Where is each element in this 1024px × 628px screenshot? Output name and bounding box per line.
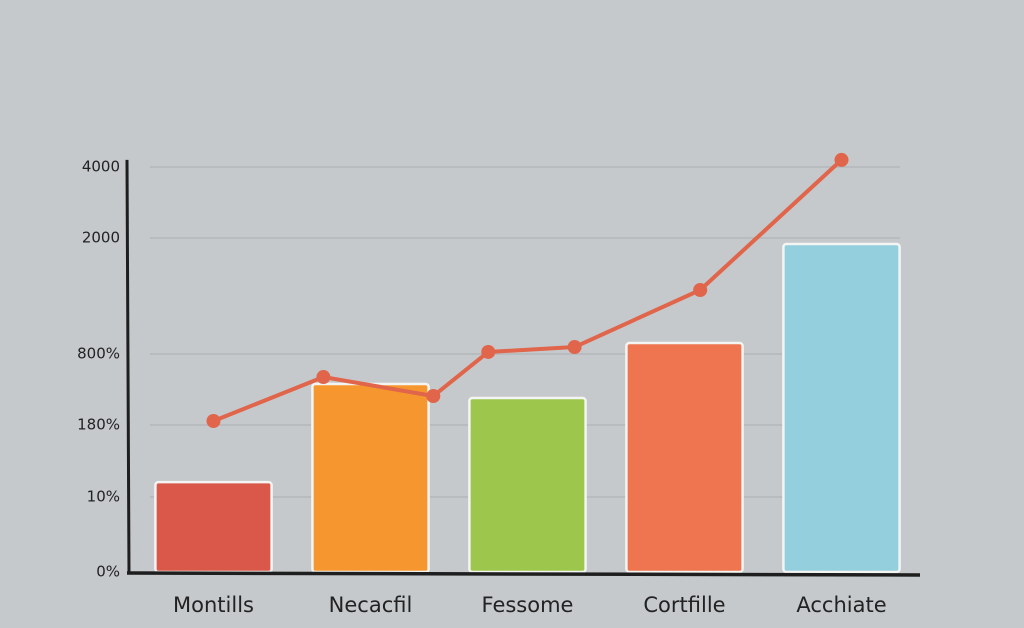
bar (625, 341, 744, 574)
y-tick-label: 800% (77, 345, 120, 363)
bar (154, 480, 273, 574)
x-tick-label: Cortfille (643, 593, 725, 617)
line-point (426, 389, 441, 404)
line-point (693, 283, 708, 298)
line-point (834, 152, 849, 167)
x-tick-label: Acchiate (796, 593, 886, 617)
bar (311, 382, 430, 574)
y-tick-label: 0% (96, 563, 120, 581)
y-tick-label: 180% (77, 416, 120, 434)
x-tick-label: Necacfil (329, 593, 413, 617)
bar (468, 396, 587, 574)
line-point (206, 413, 221, 428)
line-point (316, 370, 331, 385)
y-tick-label: 10% (87, 488, 120, 506)
x-axis (126, 571, 921, 577)
line-point (567, 340, 582, 355)
y-tick-label: 4000 (82, 158, 120, 176)
x-tick-label: Fessome (482, 593, 574, 617)
line-point (481, 344, 496, 359)
y-tick-label: 2000 (82, 229, 120, 247)
y-axis (125, 159, 131, 575)
bar (782, 242, 901, 574)
x-tick-label: Montills (173, 593, 254, 617)
